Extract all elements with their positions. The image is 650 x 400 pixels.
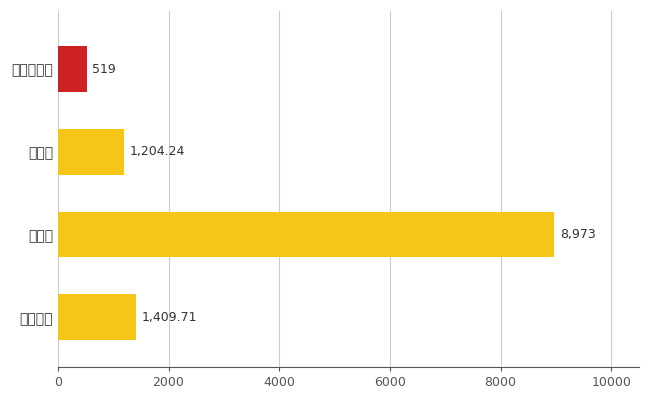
Text: 8,973: 8,973 [560,228,595,241]
Text: 1,409.71: 1,409.71 [142,311,197,324]
Bar [58,212,554,257]
Bar [58,129,125,174]
Text: 519: 519 [92,62,116,76]
Bar [58,46,86,92]
Text: 1,204.24: 1,204.24 [130,145,185,158]
Bar [58,294,136,340]
